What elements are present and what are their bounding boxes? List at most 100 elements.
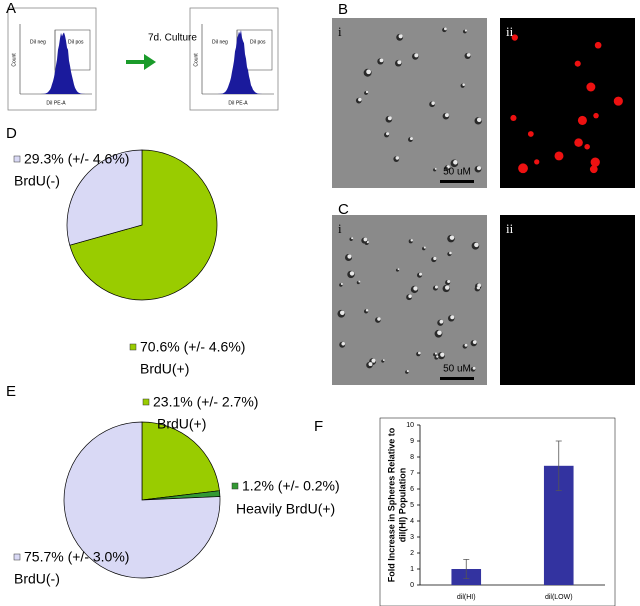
y-tick-label: 8 [410,454,414,461]
cell-highlight [347,254,352,259]
cell-highlight [464,343,468,347]
cell-highlight [410,239,413,242]
cell-highlight [436,355,439,358]
cell-highlight [449,251,452,255]
cell-highlight [431,101,435,106]
x-tick-label: dil(HI) [457,594,476,601]
legend-swatch [129,343,137,351]
scale-bar [440,180,474,183]
cell-highlight [358,280,361,283]
cell-highlight [474,242,479,248]
cell-highlight [371,358,376,363]
fluorescence-image [500,215,635,385]
x-tick-label: dil(LOW) [545,594,573,601]
legend-swatch [142,398,150,406]
cell-highlight [476,117,482,123]
axis-label: Count [11,53,17,67]
legend-swatch [13,155,21,163]
cell-highlight [462,83,465,86]
cell-highlight [444,113,449,118]
cell-highlight [340,310,345,316]
cell-highlight [379,58,384,63]
cell-highlight [366,69,371,75]
y-tick-label: 4 [410,518,414,525]
panel-label: F [314,418,323,435]
histogram [20,32,92,94]
cell-highlight [377,317,381,321]
fluorescent-cell [527,131,534,137]
y-tick-label: 5 [410,502,414,509]
pie-slice [141,421,220,501]
cell-highlight [437,330,442,336]
cell-highlight [418,351,421,355]
cell-highlight [365,90,369,94]
gate-label: DiI neg [30,39,46,45]
y-tick-label: 6 [410,486,414,493]
image-label: ii [506,221,514,236]
image-label: i [338,24,342,39]
fluorescent-cell [584,143,590,150]
cells [337,27,623,374]
microscope-image [332,18,487,188]
fluorescent-cell [574,60,581,67]
cell-highlight [349,271,355,276]
cell-highlight [466,53,471,57]
cell-highlight [419,272,423,276]
panel-label: B [338,1,348,18]
cell-highlight [409,137,413,141]
cell-highlight [423,246,426,249]
cell-highlight [386,132,390,136]
pie-slice [66,149,143,246]
pie-slice [69,149,218,301]
arrow-head [144,54,156,70]
category-label: BrdU(+) [157,416,206,432]
y-tick-label: 2 [410,550,414,557]
fluorescent-cell [554,151,564,161]
pie-slice [63,421,221,579]
cell-highlight [447,280,451,284]
y-tick-label: 3 [410,534,414,541]
scale-label: 50 uM [443,364,471,375]
histogram-frame [7,7,97,111]
cell-highlight [453,160,458,165]
cell-highlight [395,156,400,160]
fluorescent-cell [613,96,623,106]
category-label: Heavily BrdU(+) [236,501,335,517]
fluorescent-cell [534,159,540,165]
cell-highlight [444,27,447,31]
cell-highlight [387,116,392,121]
category-label: BrdU(-) [14,173,60,189]
cell-highlight [445,285,450,290]
value-label: 1.2% (+/- 0.2%) [242,478,340,494]
cell-highlight [414,53,419,58]
fluorescence-image [500,18,635,188]
value-label: 29.3% (+/- 4.6%) [24,151,129,167]
cell-highlight [433,256,437,261]
arrow-label: 7d. Culture [148,33,197,44]
scale-bar [440,377,474,380]
fluorescent-cell [511,34,518,41]
panel-label: A [6,0,16,17]
cell-highlight [476,166,482,171]
cell-highlight [365,309,369,312]
legend-swatch [231,482,239,490]
fluorescent-cell [574,138,583,147]
fluorescent-cell [577,115,587,125]
value-label: 75.7% (+/- 3.0%) [24,549,129,565]
cell-highlight [434,285,438,289]
cell-highlight [413,286,418,291]
cell-highlight [439,319,444,324]
fluorescent-cell [594,41,602,49]
category-label: BrdU(-) [14,571,60,587]
cell-highlight [464,29,467,32]
histogram-frame [189,7,279,111]
error-bar [463,559,470,579]
gate [54,29,91,71]
gate-label: DiI neg [212,39,228,45]
plot-frame [379,417,616,606]
gate-label: DiI pos [68,39,84,45]
cell-highlight [382,359,385,362]
panel-label: E [6,383,16,400]
category-label: BrdU(+) [140,361,189,377]
cell-highlight [449,235,455,240]
